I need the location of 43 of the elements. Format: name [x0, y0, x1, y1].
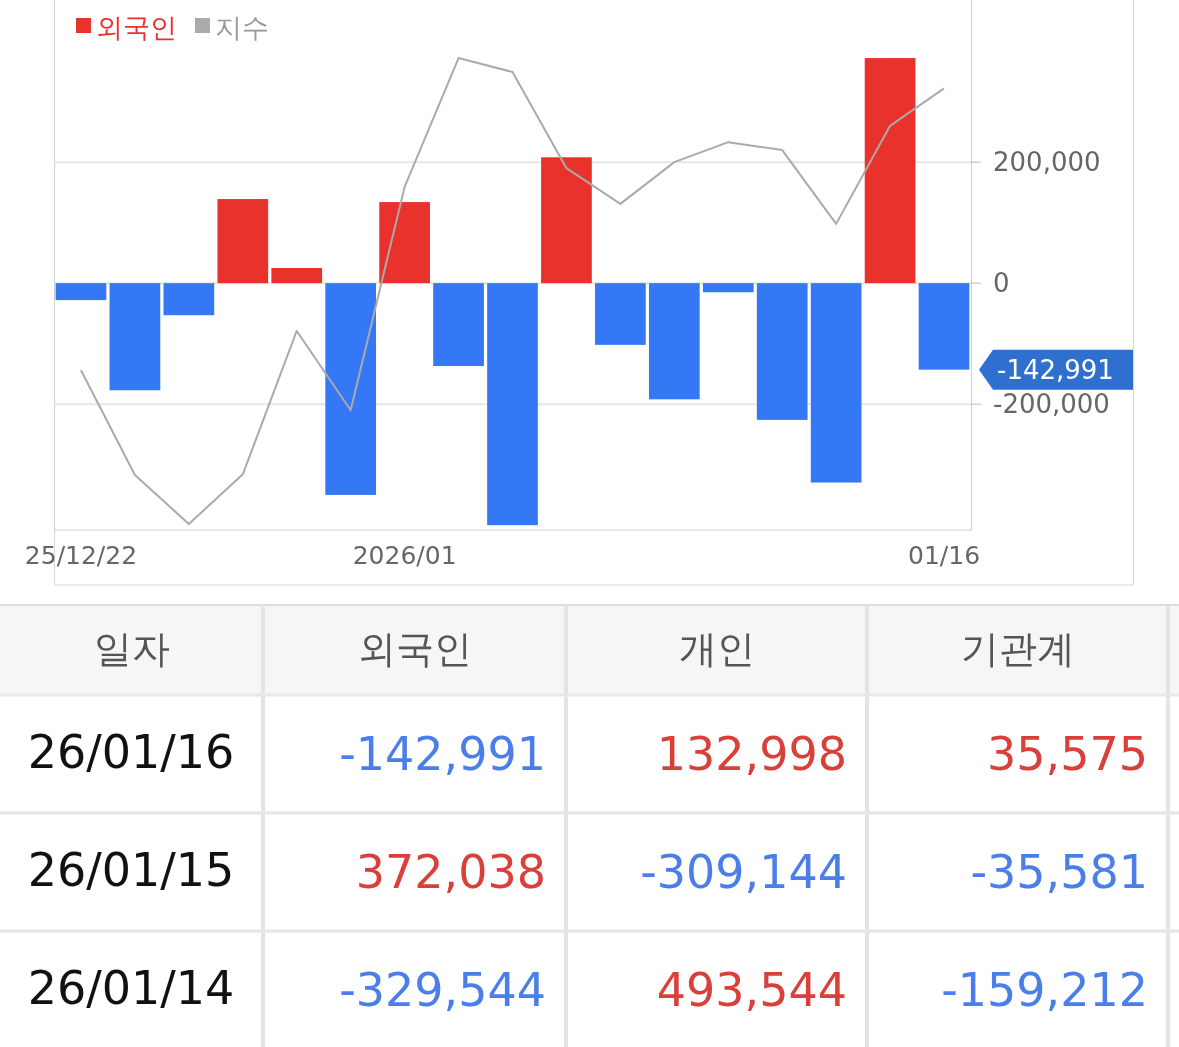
bar [379, 202, 430, 284]
x-tick-label: 25/12/22 [24, 541, 138, 570]
x-tick-label: 기관계 [960, 627, 1075, 671]
bar [595, 283, 646, 345]
y-tick-label: 26/01/16 [27, 725, 235, 779]
data-label: -309,144 [640, 845, 847, 899]
x-tick-label: 외국인 [357, 627, 472, 671]
bar [756, 283, 808, 420]
data-label: -142,991 [339, 727, 546, 781]
data-label: -159,212 [941, 963, 1148, 1017]
bar [864, 58, 916, 284]
bar [810, 283, 862, 483]
data-label: 35,575 [987, 727, 1148, 781]
y-tick-label: 26/01/14 [27, 961, 235, 1015]
data-label: -35,581 [970, 845, 1148, 899]
x-tick-label: 개인 [678, 627, 755, 671]
bar [109, 283, 161, 391]
bar [217, 199, 269, 284]
y-tick-label: 26/01/15 [27, 843, 235, 897]
data-label: 493,544 [656, 963, 847, 1017]
y-axis-title: 일자 [93, 627, 170, 671]
bar [487, 283, 538, 526]
x-tick-label: 2026/01 [352, 541, 457, 570]
bar [163, 283, 215, 316]
bar [433, 283, 484, 367]
bar [325, 283, 377, 495]
x-tick-label: 01/16 [908, 541, 981, 570]
data-label: 372,038 [355, 845, 546, 899]
bar [918, 283, 970, 370]
bar [702, 283, 754, 293]
bar [648, 283, 700, 400]
data-label: -329,544 [339, 963, 546, 1017]
bar [271, 268, 323, 284]
bar [541, 157, 592, 284]
y-tick-label: 0 [993, 268, 1010, 299]
annotation: -142,991 [997, 354, 1114, 385]
legend-label: 외국인 [96, 12, 177, 43]
data-label: 132,998 [656, 727, 847, 781]
legend-label: 지수 [215, 12, 269, 43]
line-series [79, 57, 946, 525]
bar [55, 283, 107, 301]
y-tick-label: -200,000 [993, 389, 1110, 420]
y-tick-label: 200,000 [993, 147, 1101, 178]
